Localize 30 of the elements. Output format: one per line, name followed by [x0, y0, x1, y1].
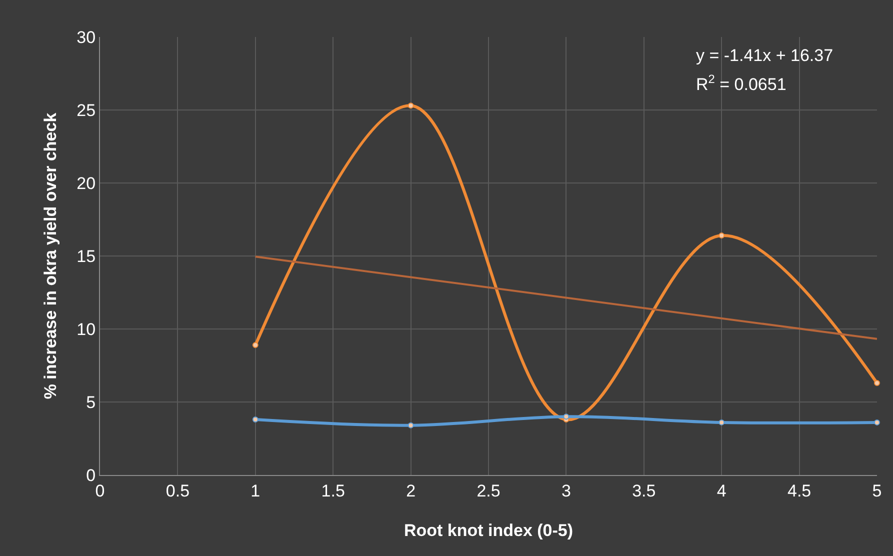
- y-tick-label: 10: [76, 320, 96, 339]
- point: [563, 414, 570, 420]
- x-axis-title: Root knot index (0-5): [404, 521, 574, 540]
- y-tick-label: 30: [76, 28, 96, 47]
- y-tick-label: 5: [86, 392, 96, 412]
- y-tick-label: 15: [76, 246, 96, 266]
- point: [874, 380, 880, 386]
- x-tick-label: 4.5: [787, 481, 812, 500]
- x-tick-label: 0.5: [166, 481, 190, 500]
- x-tick-label: 5: [872, 481, 882, 500]
- point: [408, 422, 414, 428]
- point: [252, 416, 258, 423]
- point: [252, 342, 258, 348]
- y-tick-label: 20: [76, 174, 96, 193]
- x-tick-label: 1.5: [321, 481, 345, 500]
- point: [874, 419, 880, 426]
- x-tick-label: 4: [716, 481, 726, 500]
- y-tick-label: 0: [86, 466, 96, 485]
- point: [718, 419, 725, 426]
- annotation: y = -1.41x + 16.37: [696, 46, 834, 65]
- annotation: R$^{2}$ = 0.0651: [696, 72, 786, 94]
- x-tick-label: 3: [561, 481, 571, 500]
- point: [408, 102, 414, 109]
- x-tick-label: 1: [250, 481, 260, 500]
- point: [718, 232, 725, 239]
- x-tick-label: 3.5: [632, 481, 656, 500]
- y-tick-label: 25: [76, 100, 96, 120]
- x-tick-label: 2.5: [476, 481, 500, 500]
- x-tick-label: 2: [406, 481, 416, 500]
- y-axis-title: % increase in okra yield over check: [41, 112, 60, 400]
